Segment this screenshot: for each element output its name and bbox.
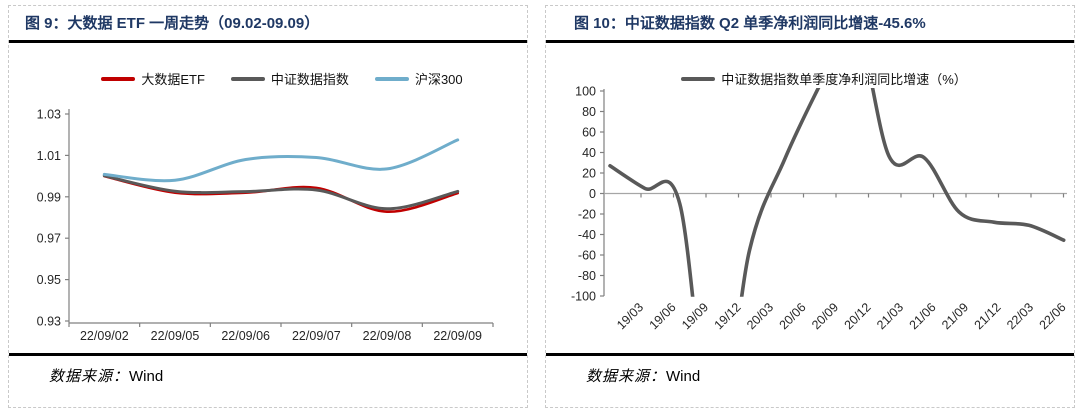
y-tick-label: -80 bbox=[578, 269, 596, 283]
y-tick-label: 0.99 bbox=[37, 190, 61, 204]
series-path-2 bbox=[102, 138, 460, 183]
source-value: Wind bbox=[129, 368, 164, 385]
y-tick-label: -40 bbox=[578, 228, 596, 242]
y-tick-label: 20 bbox=[582, 167, 596, 181]
y-tick-label: -20 bbox=[578, 208, 596, 222]
x-tick-label: 19/06 bbox=[647, 300, 679, 332]
y-tick-label: 0 bbox=[589, 187, 596, 201]
x-tick-label: 21/12 bbox=[972, 300, 1004, 332]
figure-panel-etf-trend: 图 9：大数据 ETF 一周走势（09.02-09.09） 1.03 1.01 0.… bbox=[8, 5, 528, 408]
x-tick-label: 22/09/07 bbox=[292, 329, 341, 343]
figure-title: 图 10：中证数据指数 Q2 单季净利润同比增速-45.6% bbox=[546, 6, 1074, 43]
y-tick-label: 0.97 bbox=[37, 232, 61, 246]
x-tick-label: 21/09 bbox=[939, 300, 971, 332]
source-value: Wind bbox=[666, 368, 701, 385]
source-label: 数据来源： bbox=[49, 369, 130, 385]
x-tick-label: 22/09/09 bbox=[433, 329, 482, 343]
x-tick-label: 20/09 bbox=[809, 300, 841, 332]
source-label: 数据来源： bbox=[586, 369, 667, 385]
x-tick-label: 19/03 bbox=[614, 300, 646, 332]
x-tick-label: 20/12 bbox=[842, 300, 874, 332]
y-tick-label: 100 bbox=[575, 85, 596, 99]
y-tick-label: 80 bbox=[582, 105, 596, 119]
y-tick-label: 1.03 bbox=[37, 108, 61, 122]
x-tick-label: 20/06 bbox=[777, 300, 809, 332]
y-tick-label: 60 bbox=[582, 126, 596, 140]
x-tick-label: 22/06 bbox=[1037, 300, 1069, 332]
series-path-0 bbox=[608, 88, 1066, 297]
x-tick-label: 21/03 bbox=[874, 300, 906, 332]
x-tick-label: 22/09/06 bbox=[221, 329, 270, 343]
figure-panel-profit-growth: 图 10：中证数据指数 Q2 单季净利润同比增速-45.6% 100 80 60 40… bbox=[545, 5, 1075, 408]
x-tick-label: 21/06 bbox=[907, 300, 939, 332]
series-path-1 bbox=[102, 174, 460, 211]
x-tick-label: 22/09/02 bbox=[80, 329, 129, 343]
data-source: 数据来源：Wind bbox=[9, 353, 527, 407]
etf-week-trend-chart: 1.03 1.01 0.99 0.97 0.95 0.93 22/09/02 22/09/05… bbox=[37, 108, 494, 343]
y-tick-label: 40 bbox=[582, 146, 596, 160]
x-tick-label: 22/09/05 bbox=[151, 329, 200, 343]
x-tick-label: 19/12 bbox=[712, 300, 744, 332]
x-tick-label: 19/09 bbox=[679, 300, 711, 332]
figure-title: 图 9：大数据 ETF 一周走势（09.02-09.09） bbox=[9, 6, 527, 43]
y-tick-label: 0.95 bbox=[37, 273, 61, 287]
series-group bbox=[608, 88, 1066, 297]
x-tick-label: 20/03 bbox=[744, 300, 776, 332]
x-tick-label: 22/09/08 bbox=[363, 329, 412, 343]
x-tick-label: 22/03 bbox=[1004, 300, 1036, 332]
data-source: 数据来源：Wind bbox=[546, 353, 1074, 407]
y-tick-label: -100 bbox=[571, 290, 596, 304]
y-tick-label: 0.93 bbox=[37, 315, 61, 329]
y-tick-label: -60 bbox=[578, 249, 596, 263]
y-tick-label: 1.01 bbox=[37, 149, 61, 163]
